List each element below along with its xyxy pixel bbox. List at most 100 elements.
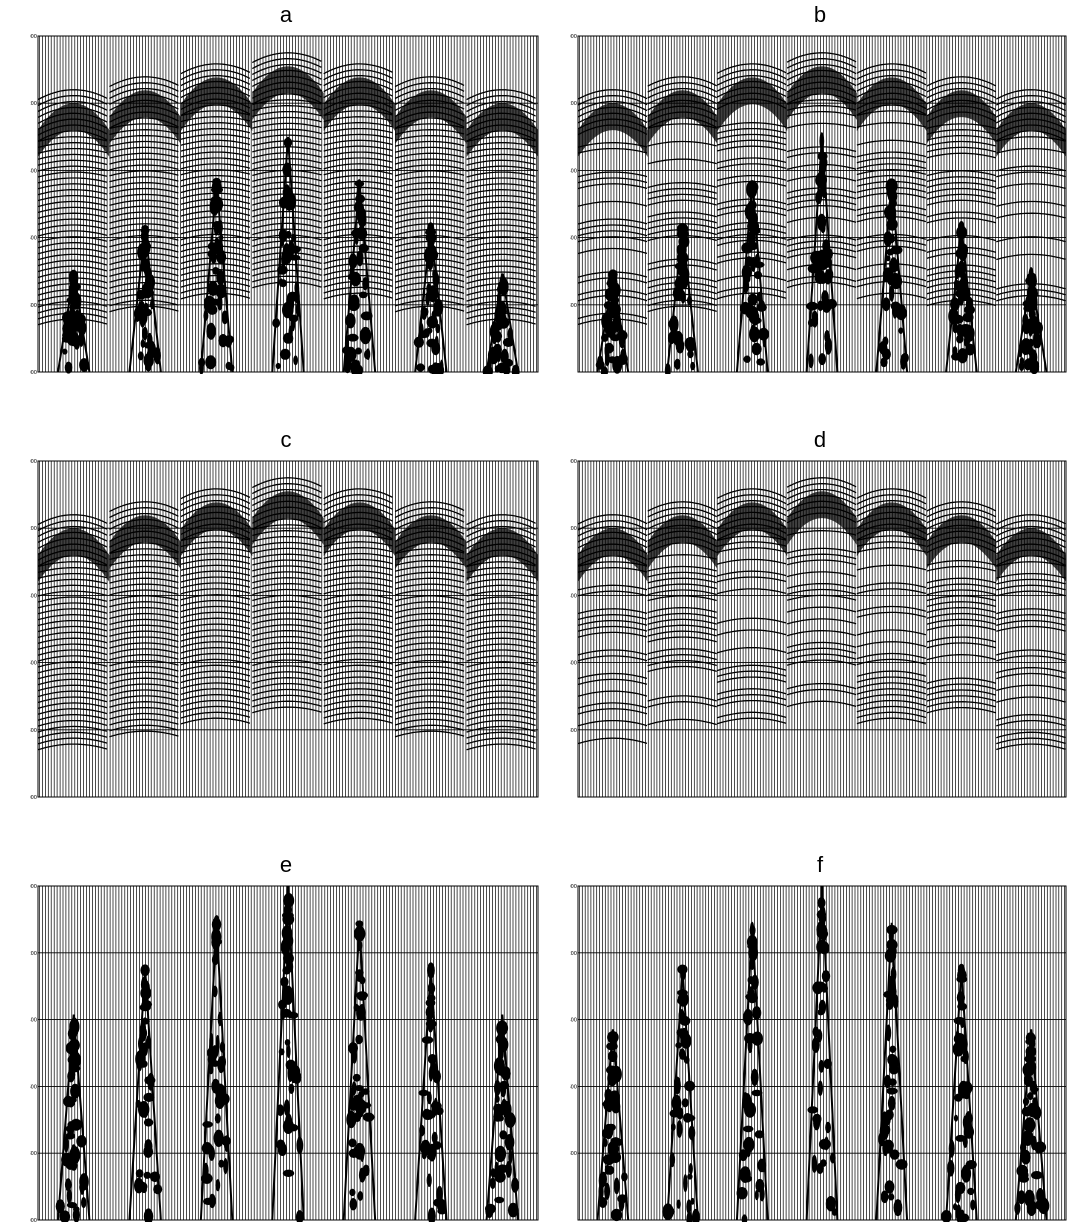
noise-blob: [1017, 1190, 1026, 1205]
noise-blob: [886, 1087, 898, 1095]
noise-cone: [128, 964, 163, 1222]
noise-blob: [427, 1143, 437, 1162]
shot-gather: [271, 885, 305, 1222]
panel-title-d: d: [813, 427, 827, 452]
noise-blob: [277, 1142, 288, 1156]
shot-gather: [786, 477, 857, 708]
shot-gather: [109, 76, 181, 373]
noise-blob: [287, 291, 299, 302]
time-tick-label: 0.400: [570, 593, 577, 599]
noise-blob: [595, 360, 605, 370]
shot-gather: [55, 1014, 91, 1222]
noise-blob: [347, 299, 360, 312]
noise-blob: [216, 249, 227, 265]
noise-blob: [135, 1169, 144, 1178]
noise-cone: [342, 179, 377, 374]
noise-blob: [882, 336, 889, 346]
time-tick-label: 0.000: [570, 459, 577, 465]
noise-blob: [64, 361, 73, 374]
noise-blob: [883, 1074, 892, 1089]
noise-blob: [499, 1130, 508, 1140]
shot-gather: [180, 63, 253, 374]
noise-blob: [279, 278, 284, 287]
shot-gather: [199, 915, 234, 1221]
noise-cone-edge: [735, 181, 769, 373]
noise-cone-edge: [596, 1029, 630, 1221]
noise-blob: [500, 348, 509, 365]
noise-blob: [351, 228, 363, 239]
noise-blob: [431, 310, 437, 321]
time-tick-label: 0.600: [570, 661, 577, 667]
noise-blob: [686, 1199, 692, 1215]
noise-blob: [145, 361, 152, 372]
noise-blob: [283, 1099, 290, 1116]
noise-blob: [201, 1142, 213, 1155]
noise-blob: [953, 1114, 959, 1122]
noise-blob: [143, 1118, 154, 1127]
noise-blob: [59, 1210, 71, 1222]
noise-cone-edge: [199, 922, 234, 1221]
panel-title-f: f: [816, 852, 824, 877]
noise-blob: [684, 337, 693, 350]
noise-cone-edge: [414, 227, 448, 373]
noise-cone: [875, 922, 909, 1221]
noise-blob: [61, 1153, 73, 1167]
noise-blob: [604, 1182, 611, 1200]
noise-blob: [206, 322, 216, 340]
noise-blob: [679, 279, 690, 286]
noise-blob: [952, 346, 958, 356]
noise-blob: [754, 1189, 759, 1201]
time-tick-label: 0.800: [570, 1151, 577, 1157]
noise-blob: [613, 318, 621, 329]
noise-blob: [79, 1177, 85, 1195]
noise-blob: [490, 1168, 496, 1178]
shot-gather: [323, 63, 396, 374]
noise-blob: [818, 1059, 825, 1073]
noise-blob: [143, 1171, 152, 1179]
noise-blob: [500, 1085, 507, 1094]
trace-lines: [39, 36, 537, 372]
shot-gather: [394, 501, 467, 738]
first-arrival: [252, 491, 324, 545]
noise-blob: [602, 1154, 615, 1166]
trace-baselines: [39, 886, 537, 1220]
shot-gather: [485, 1014, 519, 1221]
noise-blob: [888, 1193, 895, 1201]
noise-blob: [437, 1208, 447, 1215]
noise-blob: [609, 1141, 618, 1149]
noise-blob: [494, 1196, 505, 1204]
noise-blob: [1028, 292, 1035, 305]
first-arrival: [717, 502, 788, 557]
shot-gather: [37, 89, 110, 374]
noise-blob: [676, 1199, 681, 1209]
time-tick-label: 0.600: [30, 661, 37, 667]
time-tick-label: 0.400: [30, 593, 37, 599]
first-arrival: [787, 491, 857, 545]
time-tick-label: 0.200: [570, 951, 577, 957]
noise-blob: [750, 258, 756, 272]
noise-blob: [742, 1125, 754, 1133]
noise-blob: [1037, 1197, 1050, 1215]
noise-blob: [610, 1208, 623, 1222]
noise-cone-edge: [805, 136, 839, 373]
first-arrival: [109, 515, 181, 570]
noise-blob: [426, 327, 433, 334]
noise-blob: [497, 316, 510, 329]
noise-blob: [882, 1139, 894, 1152]
noise-blob: [143, 1092, 155, 1102]
noise-blob: [426, 283, 432, 295]
noise-cone-edge: [735, 922, 769, 1221]
noise-blob: [416, 363, 425, 372]
noise-blob: [880, 357, 888, 368]
noise-cone-edge: [57, 1014, 91, 1221]
noise-blob: [889, 1045, 897, 1053]
noise-blob: [887, 1053, 897, 1066]
noise-cone-edge: [271, 885, 305, 1221]
first-arrival: [252, 66, 324, 120]
noise-blob: [422, 1109, 435, 1120]
noise-blob: [824, 336, 832, 355]
noise-blob: [754, 1130, 765, 1139]
time-tick-label: 0.600: [570, 1084, 577, 1090]
noise-blob: [66, 1202, 78, 1209]
time-tick-label: 1.000: [30, 370, 37, 374]
